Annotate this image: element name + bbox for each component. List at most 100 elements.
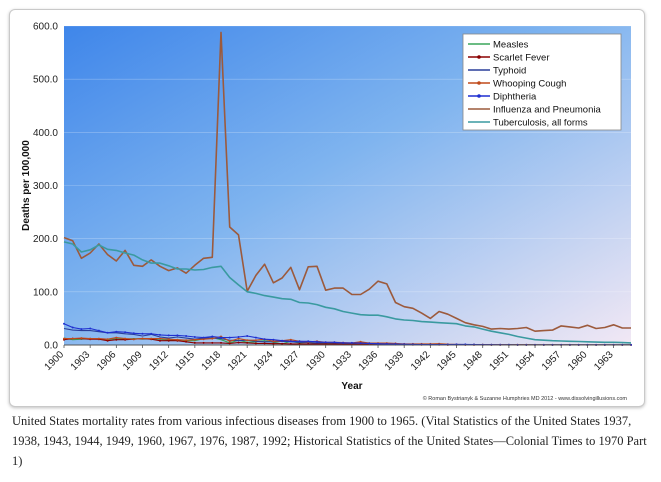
x-tick-label: 1900 [43,349,67,373]
x-tick-label: 1963 [592,349,616,373]
x-tick-label: 1954 [514,349,538,373]
data-point [228,336,231,339]
series-line [63,31,631,333]
legend-label: Whooping Cough [493,79,566,90]
legend-label: Diphtheria [493,92,537,103]
data-point [202,341,205,344]
data-point [228,340,231,343]
y-axis-ticks: 0.0 100.0 200.0 300.0 400.0 500.0 600.0 [33,22,58,352]
data-point [237,336,240,338]
x-tick-label: 1930 [304,349,328,373]
y-tick-label: 400.0 [33,128,58,139]
data-point [211,341,214,344]
x-tick-label: 1939 [383,349,407,373]
legend-marker [477,94,481,98]
x-tick-label: 1927 [278,349,302,373]
data-point [211,337,214,340]
y-tick-label: 500.0 [33,75,58,86]
data-point [228,342,231,345]
data-point [385,342,388,345]
data-point [377,342,379,345]
data-point [324,341,327,344]
x-tick-label: 1903 [69,349,93,373]
data-point [220,336,222,339]
data-point [254,336,257,339]
data-point [193,338,196,341]
series-layer [63,31,632,346]
data-point [97,337,100,340]
data-point [272,342,275,345]
legend-box [462,33,622,131]
x-tick-label: 1918 [200,349,224,373]
data-point [246,335,249,337]
data-point [246,341,249,344]
data-point [115,330,118,333]
data-point [71,326,74,329]
x-tick-label: 1951 [487,349,511,373]
data-point [132,332,135,335]
data-point [185,339,188,342]
data-point [316,340,318,343]
data-point [281,342,284,345]
data-point [89,327,92,330]
data-point [298,342,301,345]
data-point [97,329,100,332]
data-point [289,342,292,345]
data-point [307,342,310,345]
data-point [167,339,170,342]
legend-label: Tuberculosis, all forms [493,118,588,129]
legend-label: Scarlet Fever [493,53,550,64]
y-axis-title: Deaths per 100,000 [21,140,32,231]
x-tick-label: 1915 [173,349,197,373]
data-point [63,322,65,325]
data-point [281,339,284,342]
data-point [159,339,161,342]
y-tick-label: 100.0 [33,287,58,298]
x-tick-label: 1960 [566,349,590,373]
data-point [80,328,83,331]
data-point [289,340,292,343]
figure-caption: United States mortality rates from vario… [12,414,647,468]
data-point [263,342,266,345]
data-point [246,339,249,342]
data-point [202,338,205,341]
data-point [254,342,257,345]
x-axis-title: Year [341,381,362,392]
data-point [63,337,65,340]
data-point [193,336,196,338]
data-point [106,339,109,342]
legend-label: Measles [493,40,529,51]
y-tick-label: 300.0 [33,181,58,192]
data-point [350,341,353,344]
data-point [263,338,266,341]
data-point [237,341,240,344]
data-point [220,341,222,344]
copyright-credit: © Roman Bystrianyk & Suzanne Humphries M… [423,395,628,402]
data-point [237,337,240,340]
data-point [132,338,135,341]
data-point [185,335,188,337]
data-point [150,332,153,335]
data-point [272,340,275,343]
data-point [167,338,170,341]
data-point [141,332,144,335]
data-point [254,339,257,342]
data-point [176,338,179,341]
legend-marker [477,81,481,85]
legend-label: Typhoid [493,66,526,77]
data-point [176,334,179,337]
data-point [298,340,301,343]
data-point [211,335,214,338]
x-tick-label: 1909 [121,349,145,373]
x-tick-label: 1942 [409,349,433,373]
data-point [80,337,83,340]
data-point [124,337,127,340]
data-point [159,337,161,340]
x-tick-label: 1957 [540,349,564,373]
data-point [106,331,109,334]
legend-label: Influenza and Pneumonia [493,105,601,116]
series-5 [63,31,631,333]
data-point [167,334,170,337]
data-point [202,336,205,339]
x-tick-label: 1948 [461,349,485,373]
